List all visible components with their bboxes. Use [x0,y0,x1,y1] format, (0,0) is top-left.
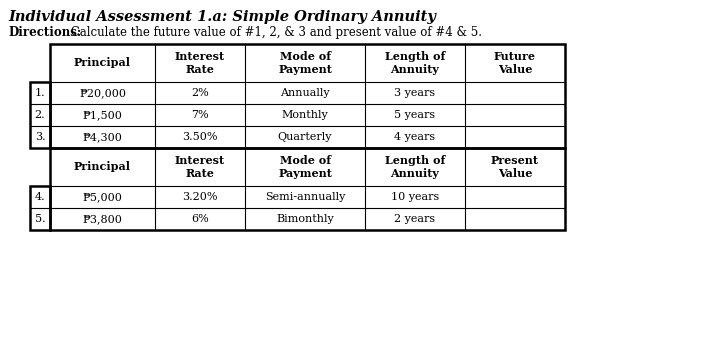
Text: Calculate the future value of #1, 2, & 3 and present value of #4 & 5.: Calculate the future value of #1, 2, & 3… [67,26,482,39]
Text: Semi-annually: Semi-annually [265,192,345,202]
Text: 2%: 2% [191,88,209,98]
Text: Principal: Principal [74,57,131,69]
Text: 10 years: 10 years [391,192,439,202]
Text: 3.50%: 3.50% [182,132,218,142]
Text: ₱5,000: ₱5,000 [83,192,122,202]
Text: 6%: 6% [191,214,209,224]
Text: Bimonthly: Bimonthly [276,214,334,224]
Text: 3.: 3. [35,132,45,142]
Text: 4 years: 4 years [395,132,436,142]
Text: Mode of
Payment: Mode of Payment [278,51,332,75]
Text: 4.: 4. [35,192,45,202]
Text: 5.: 5. [35,214,45,224]
Text: 2 years: 2 years [395,214,436,224]
Text: 3.20%: 3.20% [182,192,218,202]
Bar [30,186,50,230]
Text: 2.: 2. [35,110,45,120]
Text: 1.: 1. [35,88,45,98]
Text: 3 years: 3 years [395,88,436,98]
Text: Principal: Principal [74,162,131,172]
Text: Length of
Annuity: Length of Annuity [385,155,445,179]
Text: Individual Assessment 1.a: Simple Ordinary Annuity: Individual Assessment 1.a: Simple Ordina… [8,10,436,24]
Text: Interest
Rate: Interest Rate [175,51,225,75]
Text: 5 years: 5 years [395,110,436,120]
Text: 7%: 7% [191,110,209,120]
Text: Monthly: Monthly [282,110,329,120]
Text: ₱1,500: ₱1,500 [83,110,122,120]
Bar [50,44,565,148]
Text: Quarterly: Quarterly [278,132,332,142]
Text: ₱4,300: ₱4,300 [83,132,122,142]
Bar [50,148,565,230]
Text: Present
Value: Present Value [491,155,539,179]
Text: Length of
Annuity: Length of Annuity [385,51,445,75]
Text: ₱20,000: ₱20,000 [79,88,126,98]
Text: Future
Value: Future Value [494,51,536,75]
Text: Annually: Annually [280,88,330,98]
Text: Interest
Rate: Interest Rate [175,155,225,179]
Text: ₱3,800: ₱3,800 [83,214,122,224]
Text: Directions:: Directions: [8,26,81,39]
Bar [30,82,50,148]
Text: Mode of
Payment: Mode of Payment [278,155,332,179]
